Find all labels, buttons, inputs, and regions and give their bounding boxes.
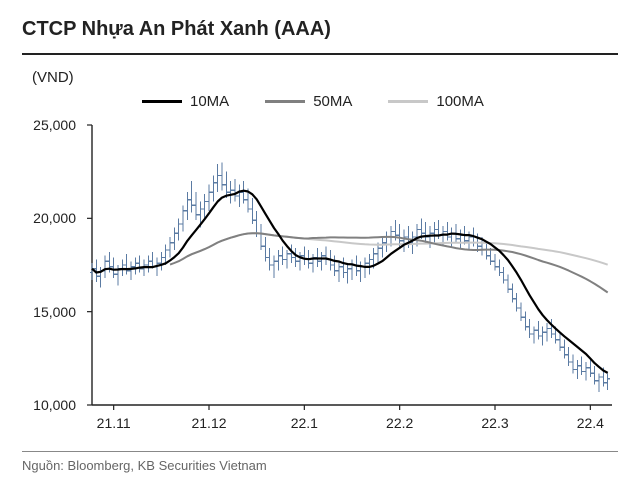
y-tick-label: 15,000 [26, 304, 76, 320]
chart-area: (VND) 10MA50MA100MA 10,00015,00020,00025… [22, 65, 618, 445]
chart-title: CTCP Nhựa An Phát Xanh (AAA) [22, 18, 618, 49]
x-tick-label: 22.2 [386, 415, 413, 431]
x-tick-label: 22.3 [481, 415, 508, 431]
y-tick-label: 10,000 [26, 397, 76, 413]
x-tick-label: 21.11 [97, 415, 131, 431]
y-tick-label: 25,000 [26, 117, 76, 133]
x-tick-label: 22.4 [577, 415, 604, 431]
chart-plot [22, 65, 618, 411]
divider-bottom [22, 451, 618, 452]
y-tick-label: 20,000 [26, 210, 76, 226]
x-tick-label: 21.12 [191, 415, 226, 431]
figure-container: CTCP Nhựa An Phát Xanh (AAA) (VND) 10MA5… [0, 0, 640, 500]
divider-top [22, 53, 618, 55]
x-tick-label: 22.1 [291, 415, 318, 431]
source-label: Nguồn: Bloomberg, KB Securities Vietnam [22, 458, 618, 473]
